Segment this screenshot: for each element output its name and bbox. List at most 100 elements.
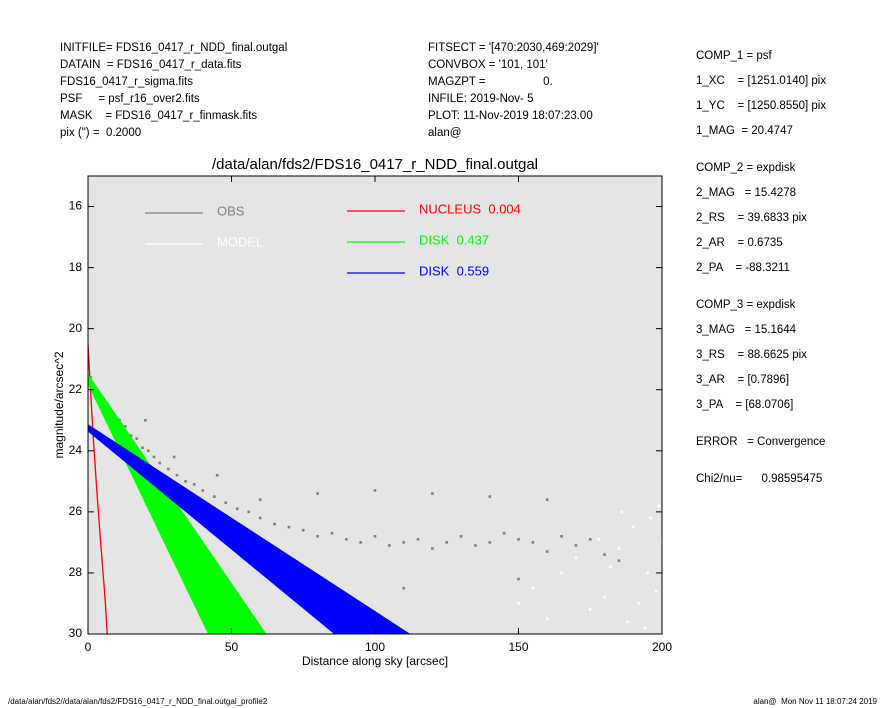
component-line: 3_AR = [0.7896] [696, 374, 790, 386]
data-point [152, 455, 156, 459]
data-point [488, 495, 492, 498]
data-point [459, 534, 463, 538]
component-line: 1_YC = [1250.8550] pix [696, 100, 827, 112]
header-line: alan@ [428, 127, 462, 139]
data-point [141, 446, 144, 450]
header-line: CONVBOX = '101, 101' [428, 59, 548, 71]
plot-area [88, 176, 662, 634]
component-line: 2_PA = -88.3211 [696, 262, 790, 274]
component-line: 2_AR = 0.6735 [696, 237, 783, 249]
data-point [660, 541, 662, 544]
data-point [574, 544, 578, 547]
component-line: COMP_1 = psf [696, 50, 772, 62]
data-point [416, 538, 420, 541]
data-point [301, 528, 305, 532]
data-point [172, 455, 176, 459]
data-point [560, 534, 563, 538]
component-line: 2_MAG = 15.4278 [696, 187, 797, 199]
y-tick-label: 28 [69, 565, 83, 579]
component-line: 3_RS = 88.6625 pix [696, 349, 807, 361]
data-point [373, 489, 377, 492]
legend-label: MODEL [217, 234, 263, 249]
data-point [545, 498, 549, 501]
y-tick-label: 16 [69, 199, 83, 213]
data-point [626, 620, 629, 624]
y-tick-label: 22 [69, 382, 83, 396]
header-line: pix (") = 0.2000 [60, 127, 142, 139]
header-line: INFILE: 2019-Nov- 5 [428, 93, 534, 105]
data-point [129, 434, 133, 437]
x-tick-label: 50 [225, 640, 239, 654]
data-point [146, 449, 150, 453]
model-line [88, 343, 108, 634]
header-middle: FITSECT = '[470:2030,469:2029]' CONVBOX =… [428, 40, 599, 142]
data-point [574, 556, 578, 559]
data-point [603, 596, 606, 599]
component-line: Chi2/nu= 0.98595475 [696, 473, 823, 485]
data-point [488, 541, 492, 544]
data-point [560, 571, 563, 575]
data-point [603, 553, 606, 556]
data-point [224, 501, 228, 505]
chart-title: /data/alan/fds2/FDS16_0417_r_NDD_final.o… [212, 156, 538, 173]
data-point [89, 376, 93, 379]
y-tick-label: 26 [69, 504, 83, 518]
data-point [373, 534, 377, 538]
plot-marks [88, 343, 662, 634]
data-point [545, 617, 549, 621]
data-point [359, 541, 362, 544]
header-line: FDS16_0417_r_sigma.fits [60, 76, 193, 88]
y-tick-label: 18 [69, 260, 83, 274]
data-point [258, 498, 262, 501]
data-point [124, 425, 127, 428]
header-left: INITFILE= FDS16_0417_r_NDD_final.outgal D… [60, 40, 287, 142]
footer-right: alan@ Mon Nov 11 18:07:24 2019 [753, 697, 877, 706]
header-line: FITSECT = '[470:2030,469:2029]' [428, 42, 599, 54]
data-point [474, 544, 477, 547]
component-line: 3_MAG = 15.1644 [696, 324, 797, 336]
data-point [502, 531, 506, 535]
data-point [545, 550, 549, 553]
data-point [597, 538, 601, 541]
data-point [445, 541, 449, 544]
data-point [287, 525, 291, 529]
component-line: 1_MAG = 20.4747 [696, 125, 793, 137]
data-point [175, 473, 179, 477]
component-line: 3_PA = [68.0706] [696, 399, 794, 411]
data-point [192, 483, 196, 486]
x-tick-label: 200 [652, 640, 672, 654]
footer-left: /data/alan/fds2//data/alan/fds2/FDS16_04… [8, 697, 268, 706]
x-axis-label: Distance along sky [arcsec] [302, 654, 448, 668]
component-line: ERROR = Convergence [696, 436, 826, 448]
data-point [657, 504, 661, 508]
data-point [431, 492, 434, 495]
data-point [316, 534, 319, 538]
legend-label: DISK 0.437 [419, 232, 489, 247]
header-line: PLOT: 11-Nov-2019 18:07:23.00 [428, 110, 593, 122]
data-point [388, 544, 391, 547]
data-point [247, 510, 251, 514]
y-tick-label: 24 [69, 443, 83, 457]
data-point [184, 480, 187, 483]
data-point [316, 492, 319, 495]
header-line: MAGZPT = 0. [428, 76, 553, 88]
x-tick-label: 150 [508, 640, 528, 654]
model-band [88, 424, 411, 634]
data-point [402, 586, 405, 590]
legend-label: DISK 0.559 [419, 263, 489, 278]
data-point [531, 586, 535, 590]
header-line: DATAIN = FDS16_0417_r_data.fits [60, 59, 242, 71]
data-point [617, 559, 621, 563]
data-point [135, 437, 139, 440]
data-point [517, 538, 520, 541]
legend-label: NUCLEUS 0.004 [419, 201, 521, 216]
data-point [258, 516, 262, 520]
x-tick-label: 100 [365, 640, 385, 654]
y-tick-label: 20 [69, 321, 83, 335]
data-point [531, 541, 535, 544]
data-point [632, 525, 635, 529]
data-point [517, 577, 520, 581]
data-point [201, 489, 205, 492]
